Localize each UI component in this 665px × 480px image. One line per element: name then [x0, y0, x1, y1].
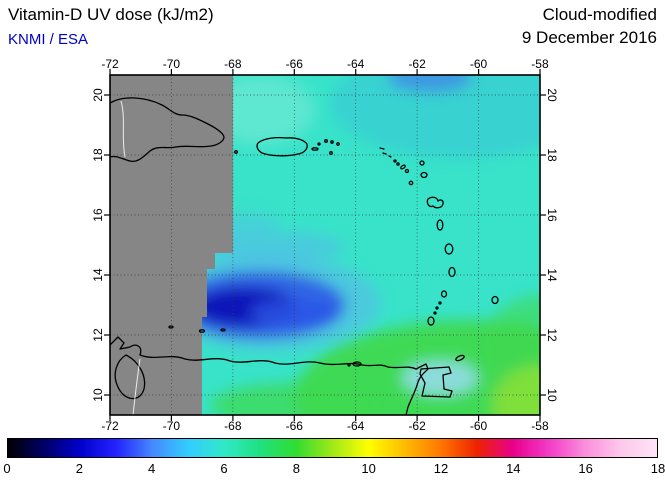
coast-guadeloupe: [426, 196, 444, 209]
coast-mona: [234, 150, 238, 154]
coast-st-kitts: [400, 164, 406, 170]
coast-st-lucia: [448, 266, 456, 278]
teal-region-topright: [330, 75, 540, 158]
border-colombia-venezuela: [132, 358, 141, 415]
coast-virgin-islands-1: [324, 139, 328, 143]
coast-nevis: [404, 168, 410, 174]
axis-top: -72 -70 -68 -66 -64 -62 -60 -58: [101, 57, 549, 71]
coast-st-martin-group: [379, 147, 392, 158]
coast-st-croix: [329, 151, 333, 155]
date-label: 9 December 2016: [521, 28, 657, 47]
coast-statia: [396, 162, 400, 166]
country-border-lines: [120, 100, 141, 415]
pale-blue-trinidad: [402, 361, 478, 395]
coast-virgin-islands-3: [336, 142, 340, 146]
coast-grenada: [427, 316, 435, 326]
cloud-tail: [250, 299, 340, 327]
map-frame: [109, 74, 541, 416]
coast-barbuda: [419, 160, 425, 166]
colorbar: [7, 438, 658, 458]
coast-montserrat: [408, 180, 414, 186]
green-tongue-bottom: [210, 383, 380, 415]
coast-aruba: [168, 325, 174, 329]
coast-antigua: [420, 171, 428, 179]
source-label: KNMI / ESA: [8, 31, 89, 48]
axis-right: 20 18 16 14 12 10: [545, 88, 559, 402]
page-title: Vitamin-D UV dose (kJ/m2): [8, 5, 214, 24]
map-plot: [104, 69, 546, 421]
coast-puerto-rico: [256, 137, 308, 157]
coast-dominica: [436, 219, 444, 231]
axis-ticks: [104, 69, 546, 421]
coast-venezuela: [110, 336, 429, 415]
blue-patch-top: [388, 75, 472, 92]
coast-martinique: [444, 243, 454, 255]
mode-label: Cloud-modified: [542, 5, 657, 24]
coast-grenadines-3: [433, 311, 437, 315]
colorbar-gradient: [7, 438, 658, 458]
coast-virgin-islands-2: [330, 140, 334, 144]
coast-trinidad: [419, 366, 453, 398]
coast-lake-maracaibo: [114, 354, 146, 400]
yellow-green-corner: [492, 365, 540, 415]
coast-grenadines-1: [438, 301, 442, 305]
axis-left: 20 18 16 14 12 10: [91, 88, 105, 402]
grid-lines: [110, 75, 540, 415]
coast-grenadines-2: [435, 306, 439, 310]
coast-culebra: [317, 142, 321, 146]
coast-barbados: [491, 295, 499, 305]
axis-bottom: -72 -70 -68 -66 -64 -62 -60 -58: [101, 419, 549, 433]
coastlines: [110, 97, 499, 415]
coast-bonaire: [220, 328, 226, 332]
no-data-region: [110, 75, 233, 415]
border-haiti-dr: [120, 100, 126, 158]
coast-saba: [393, 159, 397, 163]
coast-hispaniola: [110, 97, 225, 162]
colorbar-labels: 0 2 4 6 8 10 12 14 16 18: [3, 461, 665, 476]
coast-st-vincent: [440, 290, 448, 298]
coast-vieques: [311, 147, 319, 151]
coast-tobago: [455, 354, 465, 362]
coast-curacao: [198, 329, 206, 333]
